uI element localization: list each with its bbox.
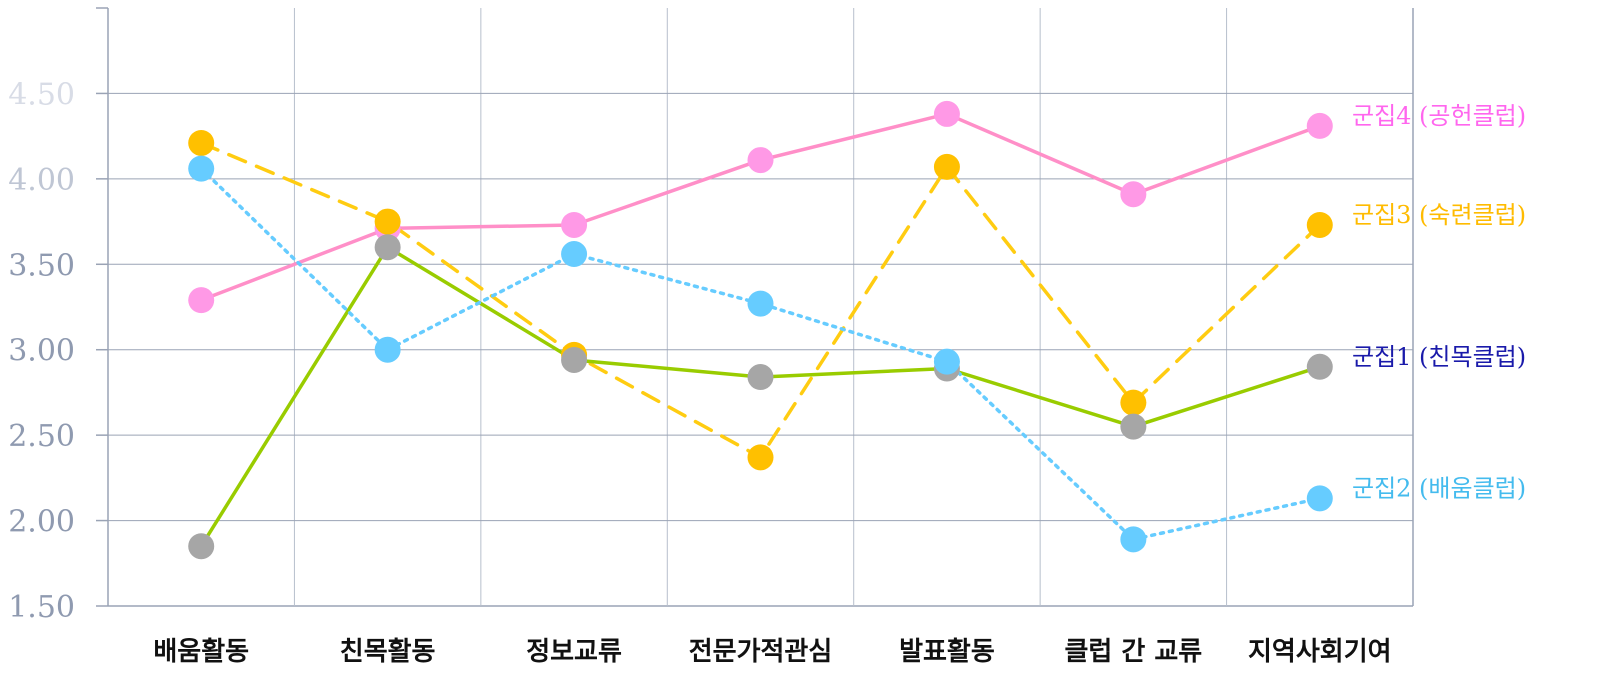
y-axis-ticks: 1.50 2.00 2.50 3.00 3.50 4.00 4.50: [8, 77, 75, 625]
series-line: [199, 112, 1322, 302]
data-point: [188, 155, 215, 182]
grid: [96, 7, 1414, 607]
y-tick-label: 2.50: [8, 419, 75, 454]
data-point: [561, 346, 588, 373]
data-point: [188, 533, 215, 560]
x-tick-label: 발표활동: [899, 637, 995, 667]
data-point: [1306, 485, 1333, 512]
x-tick-label: 지역사회기여: [1248, 637, 1392, 667]
data-point: [747, 290, 774, 317]
data-point: [933, 100, 960, 127]
data-point: [747, 444, 774, 471]
data-point: [561, 241, 588, 268]
data-point: [1306, 353, 1333, 380]
y-tick-label: 1.50: [8, 590, 75, 625]
x-tick-label: 배움활동: [153, 637, 249, 667]
x-tick-label: 정보교류: [526, 637, 622, 667]
data-point: [188, 129, 215, 156]
data-point: [374, 208, 401, 235]
y-tick-label: 3.50: [8, 248, 75, 283]
data-point: [1120, 526, 1147, 553]
series-markers: [188, 100, 1333, 560]
series-label: 군집1 (친목클럽): [1352, 343, 1526, 371]
series-label: 군집2 (배움클럽): [1352, 474, 1526, 502]
data-point: [188, 287, 215, 314]
y-tick-label: 4.50: [8, 77, 75, 112]
data-point: [374, 336, 401, 363]
series-labels: 군집4 (공헌클럽) 군집3 (숙련클럽) 군집1 (친목클럽) 군집2 (배움클럽): [1352, 102, 1526, 502]
x-tick-label: 클럽 간 교류: [1064, 637, 1202, 667]
series-line: [199, 166, 1322, 542]
data-point: [933, 348, 960, 375]
data-point: [747, 364, 774, 391]
y-tick-label: 3.00: [8, 334, 75, 369]
x-tick-label: 친목활동: [340, 637, 436, 667]
series-label: 군집3 (숙련클럽): [1352, 201, 1526, 229]
series-label: 군집4 (공헌클럽): [1352, 102, 1526, 130]
data-point: [1120, 389, 1147, 416]
data-point: [1306, 211, 1333, 238]
data-point: [1120, 413, 1147, 440]
y-tick-label: 4.00: [8, 163, 75, 198]
data-point: [1306, 112, 1333, 139]
data-point: [374, 234, 401, 261]
y-tick-label: 2.00: [8, 505, 75, 540]
data-point: [561, 211, 588, 238]
x-axis-ticks: 배움활동 친목활동 정보교류 전문가적관심 발표활동 클럽 간 교류 지역사회기여: [153, 637, 1391, 667]
data-point: [1120, 181, 1147, 208]
x-tick-label: 전문가적관심: [689, 637, 833, 667]
data-point: [933, 153, 960, 180]
data-point: [747, 147, 774, 174]
